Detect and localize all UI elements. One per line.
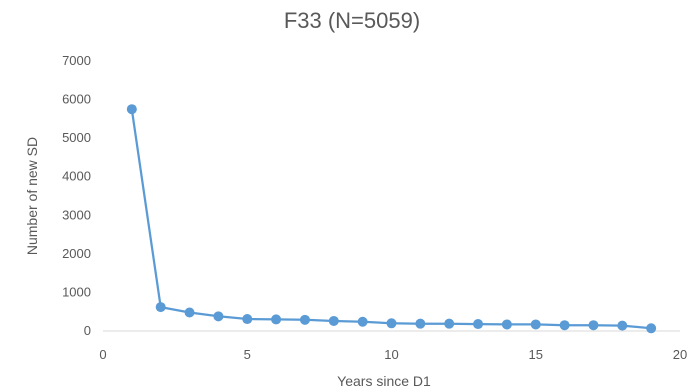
y-tick-label: 2000 <box>62 246 91 261</box>
x-tick-label: 5 <box>244 347 251 362</box>
data-point <box>126 104 137 115</box>
data-point <box>444 318 455 329</box>
x-axis-label: Years since D1 <box>337 373 431 389</box>
y-axis-label: Number of new SD <box>24 137 40 255</box>
x-tick-label: 20 <box>673 347 687 362</box>
series-group <box>126 104 657 334</box>
y-tick-label: 6000 <box>62 92 91 107</box>
data-point <box>559 320 570 331</box>
data-point <box>588 320 599 331</box>
data-point <box>617 320 628 331</box>
data-point <box>501 319 512 330</box>
x-tick-label: 15 <box>529 347 543 362</box>
data-point <box>386 318 397 329</box>
data-point <box>155 302 166 313</box>
y-tick-label: 1000 <box>62 284 91 299</box>
y-tick-label: 4000 <box>62 169 91 184</box>
x-tick-label: 10 <box>384 347 398 362</box>
series-line <box>130 109 652 330</box>
y-tick-label: 0 <box>84 323 91 338</box>
data-point <box>646 323 657 334</box>
data-point <box>184 307 195 318</box>
data-point <box>328 315 339 326</box>
data-point <box>271 314 282 325</box>
chart-title: F33 (N=5059) <box>284 8 420 33</box>
data-point <box>415 318 426 329</box>
y-tick-label: 7000 <box>62 53 91 68</box>
y-axis: 0 1000 2000 3000 4000 5000 6000 7000 <box>62 53 91 338</box>
data-point <box>242 314 253 325</box>
x-axis: 0 5 10 15 20 <box>99 347 687 362</box>
data-point <box>299 314 310 325</box>
data-point <box>473 319 484 330</box>
y-tick-label: 3000 <box>62 207 91 222</box>
data-point <box>530 319 541 330</box>
data-point <box>357 316 368 327</box>
y-tick-label: 5000 <box>62 130 91 145</box>
x-tick-label: 0 <box>99 347 106 362</box>
data-point <box>213 311 224 322</box>
